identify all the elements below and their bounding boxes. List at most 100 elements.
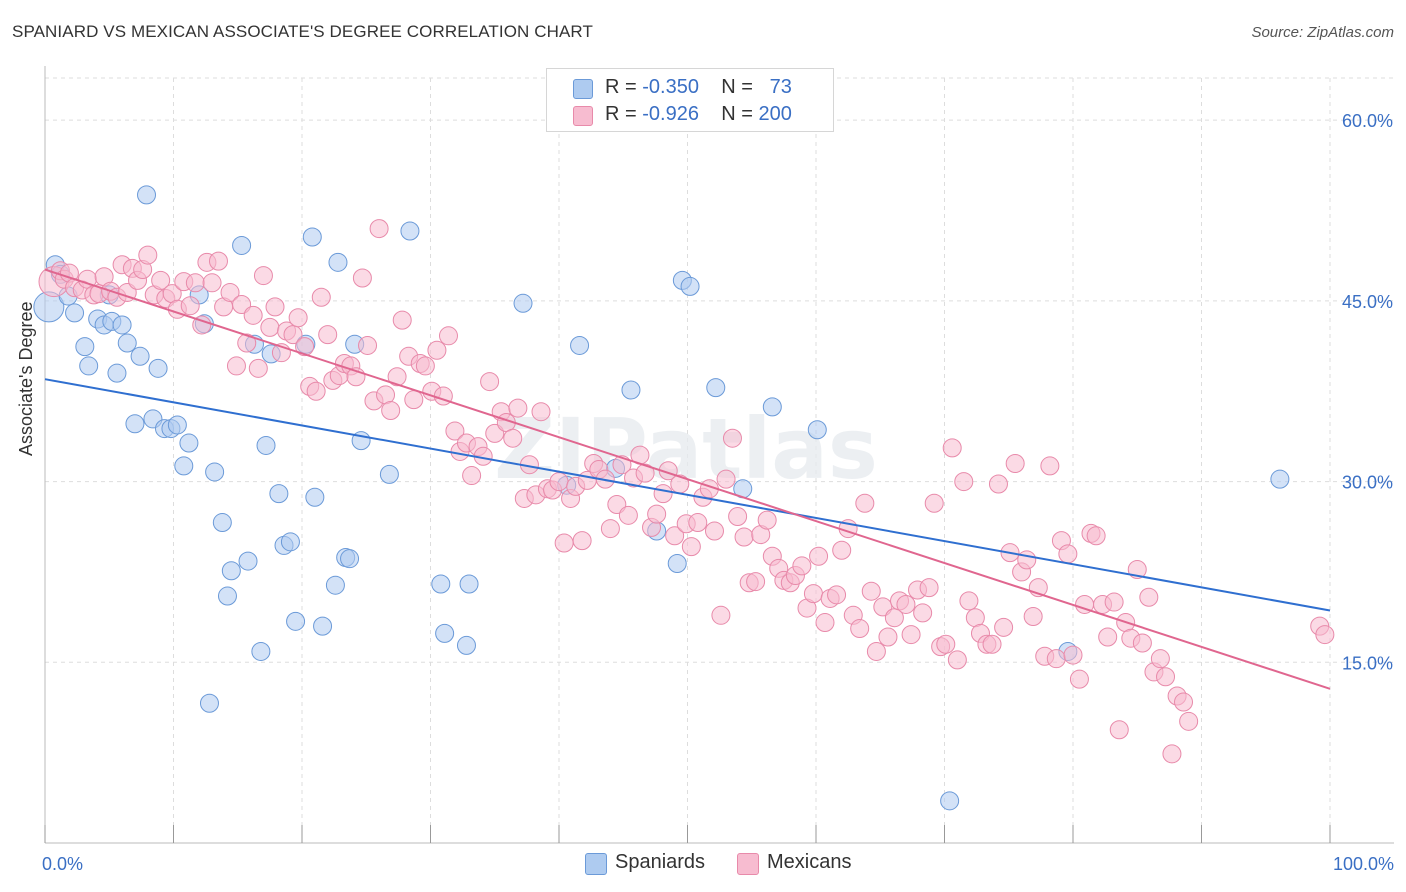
spaniard-point xyxy=(621,380,641,400)
spaniard-point xyxy=(325,575,345,595)
mexican-point xyxy=(866,641,886,661)
mexican-point xyxy=(861,581,881,601)
mexican-point xyxy=(415,356,435,376)
mexican-point xyxy=(878,627,898,647)
mexican-point xyxy=(1017,550,1037,570)
spaniard-point xyxy=(79,356,99,376)
mexicans-legend-label: Mexicans xyxy=(767,851,852,873)
mexican-point xyxy=(1098,627,1118,647)
mexican-point xyxy=(208,251,228,271)
mexican-point xyxy=(1174,692,1194,712)
mexican-point xyxy=(531,402,551,422)
mexican-point xyxy=(1150,649,1170,669)
mexican-point xyxy=(358,335,378,355)
mexican-point xyxy=(924,493,944,513)
spaniard-point xyxy=(513,293,533,313)
mexican-point xyxy=(1162,744,1182,764)
mexican-point xyxy=(572,531,592,551)
spaniard-point xyxy=(680,276,700,296)
mexican-point xyxy=(716,469,736,489)
spaniard-point xyxy=(75,337,95,357)
y-axis-label: Associate's Degree xyxy=(16,301,36,456)
x-tick-label-max: 100.0% xyxy=(1333,854,1394,874)
spaniard-point xyxy=(328,252,348,272)
mexican-point xyxy=(850,619,870,639)
spaniard-point xyxy=(179,433,199,453)
mexican-point xyxy=(288,308,308,328)
mexican-point xyxy=(647,504,667,524)
mexican-point xyxy=(185,273,205,293)
mexican-point xyxy=(243,305,263,325)
spaniard-point xyxy=(130,346,150,366)
legend-text-mexicans: R = -0.926 N = 200 xyxy=(605,103,792,125)
mexican-point xyxy=(757,510,777,530)
mexicans-trend-line xyxy=(44,268,1331,690)
spaniard-point xyxy=(148,358,168,378)
mexican-point xyxy=(1132,633,1152,653)
mexican-point xyxy=(352,268,372,288)
spaniard-point xyxy=(251,641,271,661)
correlation-legend: R = -0.350 N = 73 R = -0.926 N = 200 xyxy=(546,68,834,132)
spaniard-point xyxy=(807,420,827,440)
mexican-point xyxy=(1139,587,1159,607)
mexican-point xyxy=(311,287,331,307)
mexican-point xyxy=(404,390,424,410)
mexican-point xyxy=(936,634,956,654)
legend-text-spaniards: R = -0.350 N = 73 xyxy=(605,76,792,98)
spaniard-point xyxy=(217,586,237,606)
x-tick-label-min: 0.0% xyxy=(42,854,83,874)
mexican-point xyxy=(988,474,1008,494)
mexican-point xyxy=(248,358,268,378)
mexicans-n-value: 200 xyxy=(758,103,792,125)
spaniard-point xyxy=(174,456,194,476)
mexican-point xyxy=(508,398,528,418)
trend-lines xyxy=(44,268,1331,690)
spaniards-r-value: -0.350 xyxy=(642,76,699,98)
spaniards-trend-line xyxy=(44,378,1331,612)
mexicans-swatch xyxy=(573,106,593,126)
mexican-point xyxy=(1040,456,1060,476)
axis-layer xyxy=(44,66,1394,844)
mexican-point xyxy=(1109,720,1129,740)
mexican-point xyxy=(180,296,200,316)
spaniard-point xyxy=(107,363,127,383)
y-tick-label-60: 60.0% xyxy=(1342,111,1393,131)
mexican-point xyxy=(503,428,523,448)
mexican-point xyxy=(381,401,401,421)
spaniard-point xyxy=(212,513,232,533)
mexican-point xyxy=(260,317,280,337)
spaniard-point xyxy=(305,487,325,507)
spaniard-point xyxy=(762,397,782,417)
mexican-point xyxy=(942,438,962,458)
spaniard-point xyxy=(570,335,590,355)
mexican-point xyxy=(982,634,1002,654)
mexican-point xyxy=(855,493,875,513)
mexican-point xyxy=(1315,625,1335,645)
mexican-point xyxy=(549,472,569,492)
mexican-point xyxy=(809,546,829,566)
mexican-point xyxy=(192,315,212,335)
mexican-point xyxy=(994,617,1014,637)
mexican-point xyxy=(681,537,701,557)
mexican-point xyxy=(815,613,835,633)
spaniard-point xyxy=(340,549,360,569)
mexicans-legend-swatch xyxy=(737,853,759,875)
mexican-point xyxy=(1156,667,1176,687)
mexican-point xyxy=(688,513,708,533)
spaniard-point xyxy=(112,315,132,335)
spaniard-point xyxy=(431,574,451,594)
mexican-point xyxy=(1063,645,1083,665)
spaniard-point xyxy=(313,616,333,636)
mexican-point xyxy=(480,372,500,392)
mexican-point xyxy=(635,463,655,483)
mexican-point xyxy=(369,219,389,239)
chart-title: SPANIARD VS MEXICAN ASSOCIATE'S DEGREE C… xyxy=(12,22,593,41)
spaniard-point xyxy=(117,333,137,353)
mexican-point xyxy=(728,507,748,527)
mexican-point xyxy=(226,356,246,376)
mexican-point xyxy=(618,505,638,525)
spaniard-point xyxy=(65,303,85,323)
mexican-point xyxy=(265,297,285,317)
mexican-point xyxy=(711,605,731,625)
